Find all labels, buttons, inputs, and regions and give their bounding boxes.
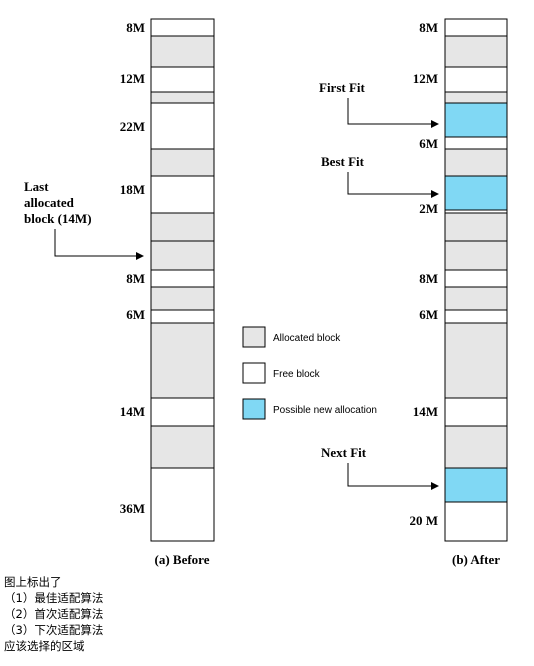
after-block-free-14m — [444, 397, 508, 427]
before-block-last-allocated-14m — [150, 240, 215, 271]
legend-free-label: Free block — [273, 369, 321, 380]
before-size-label: 22M — [120, 119, 145, 134]
before-block-free-8m — [150, 18, 215, 37]
after-block-allocated — [444, 286, 508, 311]
after-block-next-fit-new — [444, 467, 508, 503]
first-fit-label: First Fit — [319, 80, 366, 95]
annotation-line: allocated — [24, 195, 75, 210]
before-block-free-22m — [150, 102, 215, 150]
before-block-allocated — [150, 286, 215, 311]
after-size-label: 8M — [419, 271, 438, 286]
note-line: 应该选择的区域 — [4, 639, 85, 653]
first-fit-arrow — [347, 98, 439, 128]
before-block-free-36m — [150, 467, 215, 542]
note-line: 图上标出了 — [4, 575, 62, 589]
after-block-free-6m — [444, 309, 508, 324]
best-fit-arrow — [347, 172, 439, 198]
before-block-free-6m — [150, 309, 215, 324]
after-block-allocated — [444, 91, 508, 104]
after-block-allocated — [444, 425, 508, 469]
before-size-label: 12M — [120, 71, 145, 86]
legend-free-swatch — [242, 362, 266, 384]
before-size-label: 8M — [126, 20, 145, 35]
after-size-label: 12M — [413, 71, 438, 86]
note-line: （2）首次适配算法 — [4, 607, 104, 621]
note-line: （3）下次适配算法 — [4, 623, 104, 637]
annotation-line: Last — [24, 179, 49, 194]
before-block-allocated — [150, 212, 215, 242]
after-caption: (b) After — [452, 552, 500, 567]
legend-allocated-label: Allocated block — [273, 333, 341, 344]
after-memory-column — [444, 18, 508, 542]
legend-possible-swatch — [242, 398, 266, 420]
after-size-label: 14M — [413, 404, 438, 419]
note-line: （1）最佳适配算法 — [4, 591, 104, 605]
after-size-label: 8M — [419, 20, 438, 35]
after-block-free-8m — [444, 18, 508, 37]
after-block-allocated — [444, 322, 508, 399]
after-size-label: 2M — [419, 201, 438, 216]
before-caption: (a) Before — [155, 552, 210, 567]
before-block-free-18m — [150, 175, 215, 214]
first-fit-annotation: First Fit — [319, 80, 439, 128]
next-fit-annotation: Next Fit — [321, 445, 439, 490]
memory-allocation-diagram: 8M 12M 22M 18M 8M 6M 14M 36M Last alloca… — [24, 18, 508, 567]
after-block-allocated — [444, 148, 508, 177]
after-size-label: 6M — [419, 307, 438, 322]
next-fit-arrow — [347, 463, 439, 490]
before-size-label: 18M — [120, 182, 145, 197]
after-size-labels: 8M 12M 6M 2M 8M 6M 14M 20 M — [409, 20, 438, 528]
last-allocated-arrow — [54, 229, 144, 260]
before-block-allocated — [150, 322, 215, 399]
after-block-free-6m — [444, 136, 508, 150]
after-block-free-8m — [444, 269, 508, 288]
after-block-allocated — [444, 212, 508, 242]
after-block-free-12m — [444, 66, 508, 93]
after-block-best-fit-new — [444, 175, 508, 211]
notes: 图上标出了 （1）最佳适配算法 （2）首次适配算法 （3）下次适配算法 应该选择… — [4, 574, 103, 654]
before-block-allocated — [150, 425, 215, 469]
legend-allocated-swatch — [242, 326, 266, 348]
before-block-allocated — [150, 91, 215, 104]
before-block-free-8m — [150, 269, 215, 288]
before-block-allocated — [150, 35, 215, 68]
before-block-free-14m — [150, 397, 215, 427]
best-fit-annotation: Best Fit — [321, 154, 439, 198]
after-block-allocated — [444, 240, 508, 271]
legend: Allocated block Free block Possible new … — [242, 326, 377, 420]
after-block-first-fit-new — [444, 102, 508, 138]
after-block-allocated — [444, 35, 508, 68]
best-fit-label: Best Fit — [321, 154, 365, 169]
legend-possible-label: Possible new allocation — [273, 405, 377, 416]
annotation-line: block (14M) — [24, 211, 92, 226]
next-fit-label: Next Fit — [321, 445, 367, 460]
after-size-label: 20 M — [409, 513, 438, 528]
before-memory-column — [150, 18, 215, 542]
before-size-label: 14M — [120, 404, 145, 419]
before-size-label: 36M — [120, 501, 145, 516]
before-size-label: 8M — [126, 271, 145, 286]
last-allocated-annotation: Last allocated block (14M) — [24, 179, 144, 260]
before-size-labels: 8M 12M 22M 18M 8M 6M 14M 36M — [120, 20, 145, 516]
after-block-free-20m — [444, 501, 508, 542]
before-size-label: 6M — [126, 307, 145, 322]
after-size-label: 6M — [419, 136, 438, 151]
before-block-allocated — [150, 148, 215, 177]
before-block-free-12m — [150, 66, 215, 93]
